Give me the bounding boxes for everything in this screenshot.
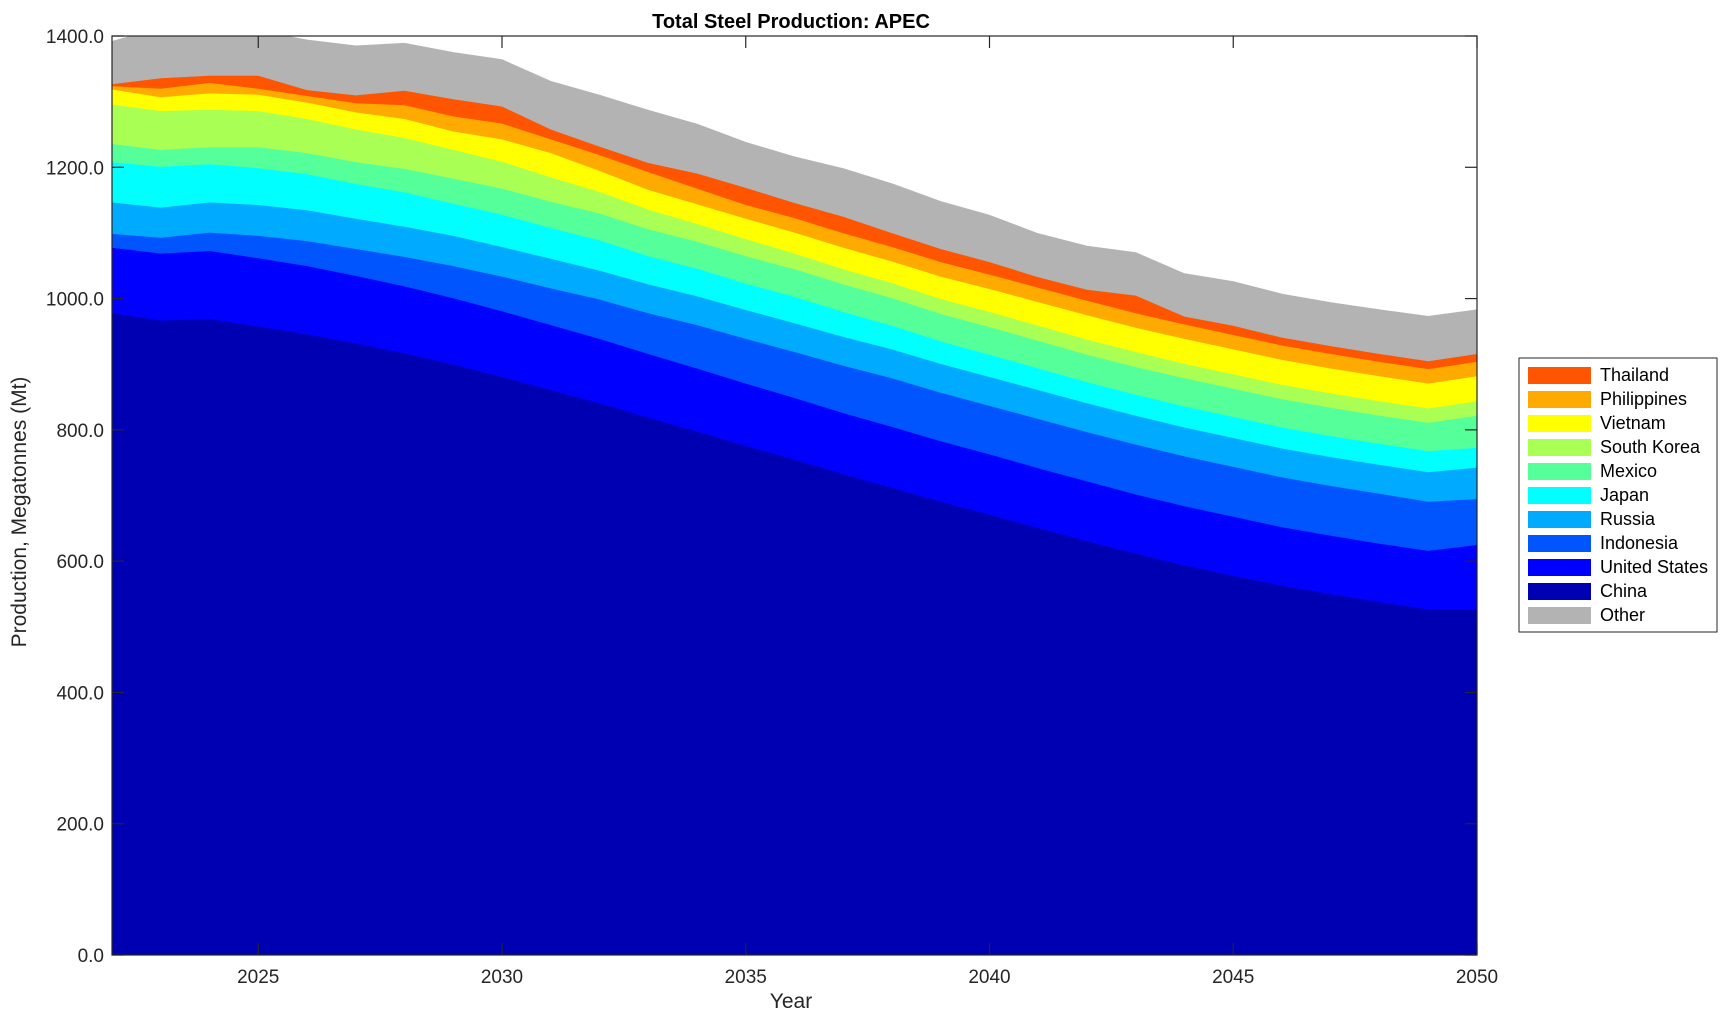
- x-tick-labels: 2025 2030 2035 2040 2045 2050: [237, 967, 1498, 988]
- y-tick-label: 1200.0: [46, 158, 104, 179]
- y-tick-label: 400.0: [56, 683, 104, 704]
- legend-label-mexico: Mexico: [1600, 461, 1657, 481]
- legend-swatch-china: [1528, 583, 1591, 600]
- legend-label-south-korea: South Korea: [1600, 437, 1701, 457]
- y-axis-title: Production, Megatonnes (Mt): [8, 377, 31, 648]
- x-tick-label: 2030: [481, 967, 523, 988]
- legend-label-indonesia: Indonesia: [1600, 533, 1679, 553]
- y-tick-label: 600.0: [56, 552, 104, 573]
- legend-label-vietnam: Vietnam: [1600, 413, 1666, 433]
- area-other: [112, 36, 1477, 362]
- legend-label-china: China: [1600, 581, 1648, 601]
- legend-label-philippines: Philippines: [1600, 389, 1687, 409]
- chart-title: Total Steel Production: APEC: [652, 11, 930, 33]
- legend-swatch-mexico: [1528, 463, 1591, 480]
- legend-swatch-vietnam: [1528, 415, 1591, 432]
- x-tick-label: 2045: [1212, 967, 1254, 988]
- legend-swatch-other: [1528, 607, 1591, 624]
- legend-swatch-south-korea: [1528, 439, 1591, 456]
- y-tick-label: 0.0: [78, 946, 104, 967]
- y-tick-label: 1000.0: [46, 290, 104, 311]
- axes-box: [111, 35, 1478, 956]
- y-tick-label: 800.0: [56, 421, 104, 442]
- x-tick-label: 2040: [968, 967, 1010, 988]
- legend-swatch-indonesia: [1528, 535, 1591, 552]
- legend: Thailand Philippines Vietnam South Korea Mex…: [1518, 357, 1718, 633]
- legend-swatch-thailand: [1528, 367, 1591, 384]
- x-tick-label: 2035: [725, 967, 767, 988]
- legend-label-united-states: United States: [1600, 557, 1708, 577]
- x-axis-title: Year: [770, 990, 812, 1013]
- legend-swatch-russia: [1528, 511, 1591, 528]
- legend-label-japan: Japan: [1600, 485, 1649, 505]
- legend-label-thailand: Thailand: [1600, 365, 1669, 385]
- axis-ticks: [112, 35, 1478, 956]
- y-tick-label: 1400.0: [46, 27, 104, 48]
- series-areas: [112, 36, 1477, 955]
- x-tick-label: 2025: [237, 967, 279, 988]
- y-tick-label: 200.0: [56, 815, 104, 836]
- legend-label-other: Other: [1600, 605, 1645, 625]
- x-tick-label: 2050: [1456, 967, 1498, 988]
- y-tick-labels: 0.0 200.0 400.0 600.0 800.0 1000.0 1200.0 1400.…: [46, 27, 104, 967]
- legend-swatch-united-states: [1528, 559, 1591, 576]
- legend-swatch-japan: [1528, 487, 1591, 504]
- legend-swatch-philippines: [1528, 391, 1591, 408]
- legend-label-russia: Russia: [1600, 509, 1656, 529]
